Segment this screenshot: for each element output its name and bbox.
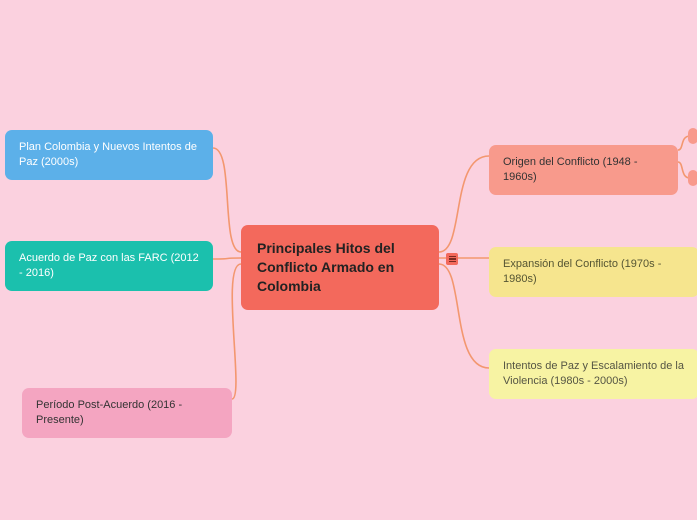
right-topic-2-label: Expansión del Conflicto (1970s - 1980s) — [503, 258, 661, 285]
left-topic-2-label: Acuerdo de Paz con las FARC (2012 - 2016… — [19, 252, 199, 279]
connector — [213, 148, 241, 252]
left-topic-1[interactable]: Plan Colombia y Nuevos Intentos de Paz (… — [5, 130, 213, 180]
connector — [439, 156, 489, 252]
connector — [213, 258, 241, 259]
right-topic-1-label: Origen del Conflicto (1948 - 1960s) — [503, 156, 638, 183]
left-topic-1-label: Plan Colombia y Nuevos Intentos de Paz (… — [19, 141, 197, 168]
note-icon[interactable] — [446, 253, 458, 265]
connector — [439, 264, 489, 368]
right-topic-1-child-indicator[interactable] — [688, 170, 697, 186]
right-topic-1-child-indicator[interactable] — [688, 128, 697, 144]
left-topic-3-label: Período Post-Acuerdo (2016 - Presente) — [36, 399, 182, 426]
right-topic-3[interactable]: Intentos de Paz y Escalamiento de la Vio… — [489, 349, 697, 399]
connector — [232, 264, 241, 399]
left-topic-2[interactable]: Acuerdo de Paz con las FARC (2012 - 2016… — [5, 241, 213, 291]
center-topic-label: Principales Hitos del Conflicto Armado e… — [257, 240, 395, 294]
center-topic[interactable]: Principales Hitos del Conflicto Armado e… — [241, 225, 439, 310]
right-topic-3-label: Intentos de Paz y Escalamiento de la Vio… — [503, 360, 684, 387]
mindmap-canvas: Principales Hitos del Conflicto Armado e… — [0, 0, 697, 520]
right-topic-2[interactable]: Expansión del Conflicto (1970s - 1980s) — [489, 247, 697, 297]
left-topic-3[interactable]: Período Post-Acuerdo (2016 - Presente) — [22, 388, 232, 438]
right-topic-1[interactable]: Origen del Conflicto (1948 - 1960s) — [489, 145, 678, 195]
